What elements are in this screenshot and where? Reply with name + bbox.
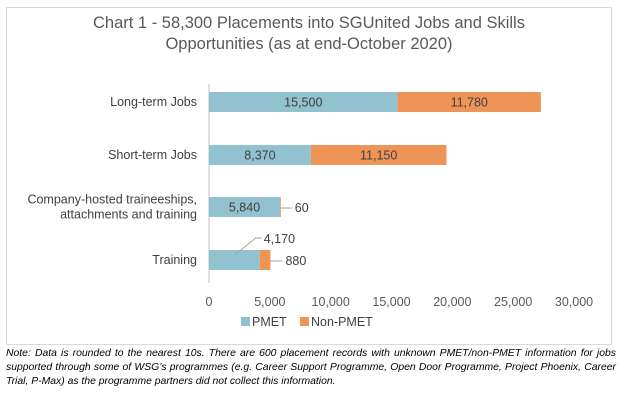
leader-line bbox=[234, 237, 262, 256]
bar-pmet bbox=[209, 92, 398, 112]
data-label: 5,840 bbox=[229, 201, 260, 215]
category-label: Long-term Jobs bbox=[110, 95, 197, 109]
data-label: 880 bbox=[285, 254, 306, 268]
x-tick-label: 20,000 bbox=[433, 295, 471, 309]
x-tick-label: 15,000 bbox=[372, 295, 410, 309]
chart-title: Chart 1 - 58,300 Placements into SGUnite… bbox=[6, 13, 612, 55]
x-tick-label: 25,000 bbox=[494, 295, 532, 309]
x-tick-label: 5,000 bbox=[254, 295, 285, 309]
chart-title-line-2: Opportunities (as at end-October 2020) bbox=[165, 35, 453, 53]
legend-swatch-pmet bbox=[241, 317, 250, 326]
data-label: 4,170 bbox=[264, 232, 295, 246]
legend-label-non-pmet: Non-PMET bbox=[311, 315, 373, 329]
legend-label-pmet: PMET bbox=[252, 315, 287, 329]
x-tick-label: 0 bbox=[206, 295, 213, 309]
data-label: 11,150 bbox=[360, 149, 397, 163]
data-label: 11,780 bbox=[451, 96, 488, 110]
x-tick-label: 30,000 bbox=[555, 295, 593, 309]
data-label: 60 bbox=[295, 201, 309, 215]
bar-pmet bbox=[209, 145, 311, 165]
bar-non-pmet bbox=[259, 250, 271, 270]
bar-pmet bbox=[209, 197, 281, 217]
bar-non-pmet bbox=[397, 92, 541, 112]
legend-swatch-non-pmet bbox=[300, 317, 309, 326]
data-label: 8,370 bbox=[244, 149, 275, 163]
bar-non-pmet bbox=[310, 145, 447, 165]
footnote: Note: Data is rounded to the nearest 10s… bbox=[6, 348, 616, 387]
chart-frame bbox=[6, 7, 612, 345]
bar-non-pmet bbox=[280, 197, 281, 217]
chart-title-line-1: Chart 1 - 58,300 Placements into SGUnite… bbox=[93, 14, 525, 32]
category-label: Training bbox=[152, 253, 197, 267]
category-label: attachments and training bbox=[60, 208, 197, 222]
data-label: 15,500 bbox=[284, 96, 322, 110]
category-label: Company-hosted traineeships, bbox=[27, 193, 197, 207]
bar-pmet bbox=[209, 250, 260, 270]
category-label: Short-term Jobs bbox=[108, 148, 197, 162]
x-tick-label: 10,000 bbox=[312, 295, 350, 309]
chart-plot: 0 5,000 10,000 15,000 20,000 25,000 30,000 Long… bbox=[27, 84, 593, 329]
